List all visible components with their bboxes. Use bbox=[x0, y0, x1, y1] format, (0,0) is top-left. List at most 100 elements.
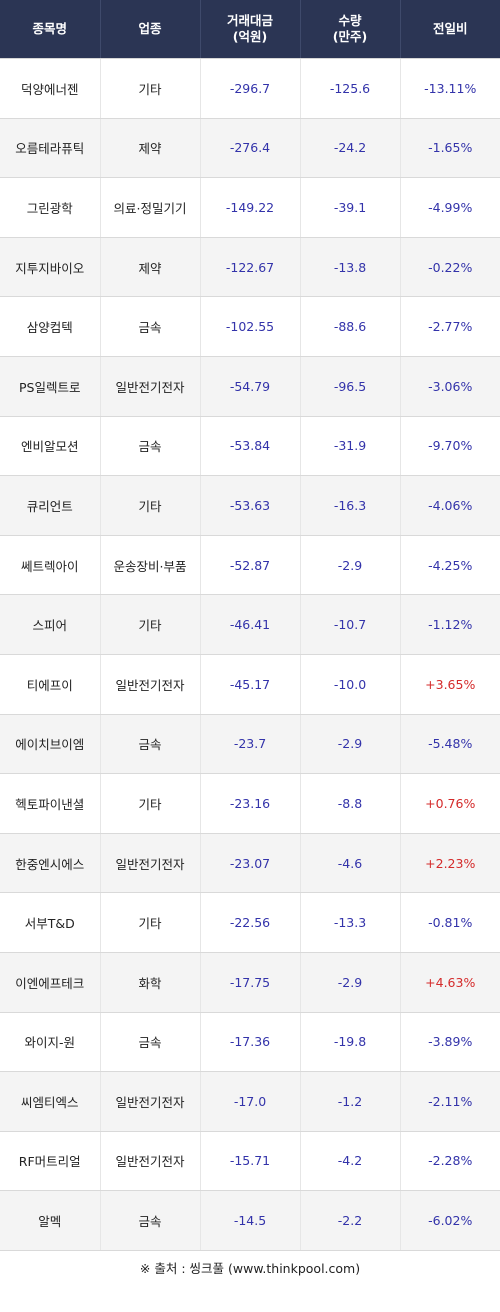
cell-stock-name: 에이치브이엠 bbox=[0, 714, 101, 775]
table-row: 서부T&D 기타 -22.56 -13.3 -0.81% bbox=[0, 892, 500, 953]
cell-stock-name: 헥토파이낸셜 bbox=[0, 773, 101, 834]
table-row: 그린광학 의료·정밀기기 -149.22 -39.1 -4.99% bbox=[0, 177, 500, 238]
table-row: 스피어 기타 -46.41 -10.7 -1.12% bbox=[0, 594, 500, 655]
cell-change: +3.65% bbox=[400, 654, 500, 715]
header-label: 수량 bbox=[338, 13, 362, 28]
cell-stock-name: 쎄트렉아이 bbox=[0, 535, 101, 596]
table-row: 한중엔시에스 일반전기전자 -23.07 -4.6 +2.23% bbox=[0, 833, 500, 894]
cell-trade-amount: -15.71 bbox=[200, 1131, 301, 1192]
table-row: PS일렉트로 일반전기전자 -54.79 -96.5 -3.06% bbox=[0, 356, 500, 417]
cell-stock-name: 스피어 bbox=[0, 594, 101, 655]
cell-stock-name: 덕양에너젠 bbox=[0, 58, 101, 119]
source-footer: ※ 출처 : 씽크풀 (www.thinkpool.com) bbox=[0, 1258, 500, 1277]
cell-volume: -39.1 bbox=[300, 177, 401, 238]
cell-stock-name: 오름테라퓨틱 bbox=[0, 118, 101, 179]
cell-sector: 기타 bbox=[100, 892, 201, 953]
cell-stock-name: 서부T&D bbox=[0, 892, 101, 953]
cell-volume: -19.8 bbox=[300, 1012, 401, 1073]
cell-stock-name: 와이지-원 bbox=[0, 1012, 101, 1073]
cell-trade-amount: -122.67 bbox=[200, 237, 301, 298]
cell-change: -4.25% bbox=[400, 535, 500, 596]
cell-volume: -13.8 bbox=[300, 237, 401, 298]
cell-change: -4.99% bbox=[400, 177, 500, 238]
cell-sector: 화학 bbox=[100, 952, 201, 1013]
cell-sector: 기타 bbox=[100, 475, 201, 536]
table-row: 에이치브이엠 금속 -23.7 -2.9 -5.48% bbox=[0, 714, 500, 775]
cell-change: -2.77% bbox=[400, 296, 500, 357]
cell-change: -3.06% bbox=[400, 356, 500, 417]
header-unit: (억원) bbox=[232, 29, 268, 44]
cell-sector: 제약 bbox=[100, 118, 201, 179]
table-row: 알멕 금속 -14.5 -2.2 -6.02% bbox=[0, 1190, 500, 1251]
header-label: 거래대금 bbox=[226, 13, 273, 28]
cell-sector: 일반전기전자 bbox=[100, 654, 201, 715]
cell-stock-name: RF머트리얼 bbox=[0, 1131, 101, 1192]
header-change: 전일비 bbox=[400, 0, 500, 59]
cell-change: -9.70% bbox=[400, 416, 500, 477]
cell-sector: 금속 bbox=[100, 416, 201, 477]
cell-trade-amount: -53.84 bbox=[200, 416, 301, 477]
cell-change: -4.06% bbox=[400, 475, 500, 536]
cell-sector: 일반전기전자 bbox=[100, 1071, 201, 1132]
header-label: 전일비 bbox=[432, 21, 468, 36]
header-label: 종목명 bbox=[32, 21, 67, 36]
table-row: 큐리언트 기타 -53.63 -16.3 -4.06% bbox=[0, 475, 500, 536]
cell-stock-name: 한중엔시에스 bbox=[0, 833, 101, 894]
cell-volume: -10.0 bbox=[300, 654, 401, 715]
cell-volume: -13.3 bbox=[300, 892, 401, 953]
cell-change: -6.02% bbox=[400, 1190, 500, 1251]
table-row: 와이지-원 금속 -17.36 -19.8 -3.89% bbox=[0, 1012, 500, 1073]
cell-stock-name: 티에프이 bbox=[0, 654, 101, 715]
header-unit: (만주) bbox=[332, 29, 368, 44]
cell-volume: -88.6 bbox=[300, 296, 401, 357]
cell-change: +4.63% bbox=[400, 952, 500, 1013]
cell-trade-amount: -14.5 bbox=[200, 1190, 301, 1251]
source-text: 출처 : 씽크풀 (www.thinkpool.com) bbox=[154, 1261, 361, 1276]
table-header-row: 종목명 업종 거래대금 (억원) 수량 (만주) 전일비 bbox=[0, 0, 500, 59]
cell-sector: 일반전기전자 bbox=[100, 833, 201, 894]
cell-change: -1.65% bbox=[400, 118, 500, 179]
cell-change: -0.22% bbox=[400, 237, 500, 298]
cell-stock-name: 큐리언트 bbox=[0, 475, 101, 536]
cell-trade-amount: -53.63 bbox=[200, 475, 301, 536]
cell-stock-name: 씨엠티엑스 bbox=[0, 1071, 101, 1132]
cell-sector: 일반전기전자 bbox=[100, 1131, 201, 1192]
table-row: 오름테라퓨틱 제약 -276.4 -24.2 -1.65% bbox=[0, 118, 500, 179]
cell-trade-amount: -54.79 bbox=[200, 356, 301, 417]
cell-trade-amount: -149.22 bbox=[200, 177, 301, 238]
cell-volume: -2.2 bbox=[300, 1190, 401, 1251]
cell-stock-name: PS일렉트로 bbox=[0, 356, 101, 417]
cell-trade-amount: -23.07 bbox=[200, 833, 301, 894]
stock-table: 종목명 업종 거래대금 (억원) 수량 (만주) 전일비 덕양에너젠 기타 -296… bbox=[0, 0, 500, 1251]
table-row: 씨엠티엑스 일반전기전자 -17.0 -1.2 -2.11% bbox=[0, 1071, 500, 1132]
reference-mark: ※ bbox=[139, 1261, 151, 1276]
cell-volume: -10.7 bbox=[300, 594, 401, 655]
cell-trade-amount: -276.4 bbox=[200, 118, 301, 179]
cell-change: -13.11% bbox=[400, 58, 500, 119]
cell-change: -3.89% bbox=[400, 1012, 500, 1073]
cell-change: -2.28% bbox=[400, 1131, 500, 1192]
cell-change: +2.23% bbox=[400, 833, 500, 894]
cell-sector: 금속 bbox=[100, 1012, 201, 1073]
cell-volume: -96.5 bbox=[300, 356, 401, 417]
cell-trade-amount: -17.36 bbox=[200, 1012, 301, 1073]
cell-sector: 일반전기전자 bbox=[100, 356, 201, 417]
cell-trade-amount: -22.56 bbox=[200, 892, 301, 953]
cell-sector: 운송장비·부품 bbox=[100, 535, 201, 596]
cell-sector: 금속 bbox=[100, 714, 201, 775]
cell-volume: -4.2 bbox=[300, 1131, 401, 1192]
cell-stock-name: 지투지바이오 bbox=[0, 237, 101, 298]
table-row: 쎄트렉아이 운송장비·부품 -52.87 -2.9 -4.25% bbox=[0, 535, 500, 596]
table-row: RF머트리얼 일반전기전자 -15.71 -4.2 -2.28% bbox=[0, 1131, 500, 1192]
table-row: 지투지바이오 제약 -122.67 -13.8 -0.22% bbox=[0, 237, 500, 298]
cell-trade-amount: -23.7 bbox=[200, 714, 301, 775]
cell-change: -2.11% bbox=[400, 1071, 500, 1132]
cell-stock-name: 그린광학 bbox=[0, 177, 101, 238]
cell-volume: -2.9 bbox=[300, 714, 401, 775]
cell-trade-amount: -296.7 bbox=[200, 58, 301, 119]
table-row: 이엔에프테크 화학 -17.75 -2.9 +4.63% bbox=[0, 952, 500, 1013]
table-row: 덕양에너젠 기타 -296.7 -125.6 -13.11% bbox=[0, 58, 500, 119]
cell-trade-amount: -17.0 bbox=[200, 1071, 301, 1132]
header-volume: 수량 (만주) bbox=[300, 0, 401, 59]
cell-volume: -2.9 bbox=[300, 535, 401, 596]
